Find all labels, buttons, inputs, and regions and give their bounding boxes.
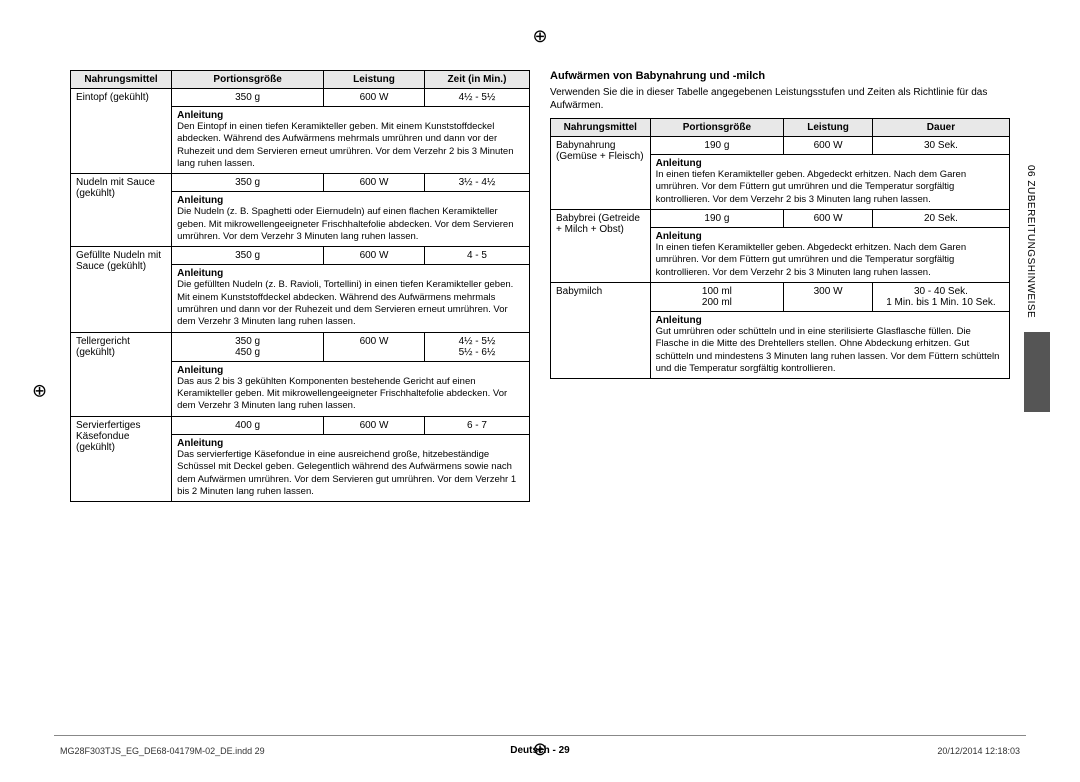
time-cell: 30 - 40 Sek.1 Min. bis 1 Min. 10 Sek. xyxy=(872,283,1009,312)
instruction-label: Anleitung xyxy=(177,438,524,449)
food-cell: Eintopf (gekühlt) xyxy=(71,89,172,174)
instruction-label: Anleitung xyxy=(177,268,524,279)
instruction-cell: AnleitungIn einen tiefen Keramikteller g… xyxy=(650,228,1009,283)
instruction-cell: AnleitungDie gefüllten Nudeln (z. B. Rav… xyxy=(172,265,530,332)
power-cell: 600 W xyxy=(324,332,425,361)
table-row: Nudeln mit Sauce (gekühlt)350 g600 W3½ -… xyxy=(71,174,530,192)
footer-file: MG28F303TJS_EG_DE68-04179M-02_DE.indd 29 xyxy=(60,746,265,756)
power-cell: 600 W xyxy=(324,416,425,434)
page-number: Deutsch - 29 xyxy=(510,745,569,756)
portion-cell: 350 g xyxy=(172,247,324,265)
portion-cell: 350 g xyxy=(172,174,324,192)
instruction-label: Anleitung xyxy=(656,315,1004,326)
instruction-cell: AnleitungDas servierfertige Käsefondue i… xyxy=(172,434,530,501)
food-cell: Nudeln mit Sauce (gekühlt) xyxy=(71,174,172,247)
food-cell: Babymilch xyxy=(551,283,651,379)
portion-cell: 190 g xyxy=(650,137,784,155)
instruction-cell: AnleitungDen Eintopf in einen tiefen Ker… xyxy=(172,107,530,174)
food-cell: Tellergericht (gekühlt) xyxy=(71,332,172,416)
food-cell: Babybrei (Getreide + Milch + Obst) xyxy=(551,210,651,283)
food-cell: Servierfertiges Käsefondue (gekühlt) xyxy=(71,416,172,501)
instruction-cell: AnleitungIn einen tiefen Keramikteller g… xyxy=(650,155,1009,210)
table-row: Servierfertiges Käsefondue (gekühlt)400 … xyxy=(71,416,530,434)
table-row: Babybrei (Getreide + Milch + Obst)190 g6… xyxy=(551,210,1010,228)
registration-mark-left: ⊕ xyxy=(32,381,47,402)
portion-cell: 400 g xyxy=(172,416,324,434)
right-table: Nahrungsmittel Portionsgröße Leistung Da… xyxy=(550,118,1010,379)
power-cell: 600 W xyxy=(324,247,425,265)
th-duration: Dauer xyxy=(872,119,1009,137)
instruction-text: Die gefüllten Nudeln (z. B. Ravioli, Tor… xyxy=(177,279,524,328)
instruction-label: Anleitung xyxy=(656,158,1004,169)
th-power: Leistung xyxy=(784,119,873,137)
instruction-label: Anleitung xyxy=(177,195,524,206)
right-heading: Aufwärmen von Babynahrung und -milch xyxy=(550,70,1010,82)
time-cell: 30 Sek. xyxy=(872,137,1009,155)
instruction-cell: AnleitungDie Nudeln (z. B. Spaghetti ode… xyxy=(172,192,530,247)
table-row: Babynahrung (Gemüse + Fleisch)190 g600 W… xyxy=(551,137,1010,155)
time-cell: 4½ - 5½5½ - 6½ xyxy=(424,332,529,361)
page-content: Nahrungsmittel Portionsgröße Leistung Ze… xyxy=(0,0,1080,782)
portion-cell: 350 g450 g xyxy=(172,332,324,361)
time-cell: 20 Sek. xyxy=(872,210,1009,228)
portion-cell: 190 g xyxy=(650,210,784,228)
table-header-row: Nahrungsmittel Portionsgröße Leistung Da… xyxy=(551,119,1010,137)
instruction-text: In einen tiefen Keramikteller geben. Abg… xyxy=(656,169,1004,206)
instruction-text: Gut umrühren oder schütteln und in eine … xyxy=(656,326,1004,375)
th-food: Nahrungsmittel xyxy=(551,119,651,137)
table-row: Babymilch100 ml200 ml300 W30 - 40 Sek.1 … xyxy=(551,283,1010,312)
time-cell: 3½ - 4½ xyxy=(424,174,529,192)
portion-cell: 100 ml200 ml xyxy=(650,283,784,312)
right-column: Aufwärmen von Babynahrung und -milch Ver… xyxy=(550,70,1010,782)
th-portion: Portionsgröße xyxy=(172,71,324,89)
power-cell: 600 W xyxy=(784,210,873,228)
footer-timestamp: 20/12/2014 12:18:03 xyxy=(937,746,1020,756)
left-column: Nahrungsmittel Portionsgröße Leistung Ze… xyxy=(70,70,530,782)
food-cell: Babynahrung (Gemüse + Fleisch) xyxy=(551,137,651,210)
instruction-label: Anleitung xyxy=(656,231,1004,242)
instruction-label: Anleitung xyxy=(177,110,524,121)
instruction-text: Die Nudeln (z. B. Spaghetti oder Eiernud… xyxy=(177,206,524,243)
th-power: Leistung xyxy=(324,71,425,89)
table-row: Tellergericht (gekühlt)350 g450 g600 W4½… xyxy=(71,332,530,361)
instruction-label: Anleitung xyxy=(177,365,524,376)
footer-divider xyxy=(54,735,1026,736)
portion-cell: 350 g xyxy=(172,89,324,107)
time-cell: 4½ - 5½ xyxy=(424,89,529,107)
th-portion: Portionsgröße xyxy=(650,119,784,137)
power-cell: 600 W xyxy=(324,89,425,107)
instruction-text: In einen tiefen Keramikteller geben. Abg… xyxy=(656,242,1004,279)
th-time: Zeit (in Min.) xyxy=(424,71,529,89)
th-food: Nahrungsmittel xyxy=(71,71,172,89)
power-cell: 600 W xyxy=(784,137,873,155)
instruction-text: Den Eintopf in einen tiefen Keramiktelle… xyxy=(177,121,524,170)
table-row: Eintopf (gekühlt)350 g600 W4½ - 5½ xyxy=(71,89,530,107)
power-cell: 300 W xyxy=(784,283,873,312)
food-cell: Gefüllte Nudeln mit Sauce (gekühlt) xyxy=(71,247,172,332)
instruction-text: Das aus 2 bis 3 gekühlten Komponenten be… xyxy=(177,376,524,413)
instruction-text: Das servierfertige Käsefondue in eine au… xyxy=(177,449,524,498)
left-table: Nahrungsmittel Portionsgröße Leistung Ze… xyxy=(70,70,530,502)
registration-mark-top: ⊕ xyxy=(532,26,547,47)
side-tab-label: 06 ZUBEREITUNGSHINWEISE xyxy=(1025,165,1036,318)
time-cell: 4 - 5 xyxy=(424,247,529,265)
table-header-row: Nahrungsmittel Portionsgröße Leistung Ze… xyxy=(71,71,530,89)
table-row: Gefüllte Nudeln mit Sauce (gekühlt)350 g… xyxy=(71,247,530,265)
instruction-cell: AnleitungGut umrühren oder schütteln und… xyxy=(650,312,1009,379)
instruction-cell: AnleitungDas aus 2 bis 3 gekühlten Kompo… xyxy=(172,361,530,416)
power-cell: 600 W xyxy=(324,174,425,192)
right-intro: Verwenden Sie die in dieser Tabelle ange… xyxy=(550,86,1010,112)
side-tab-bar xyxy=(1024,332,1050,412)
time-cell: 6 - 7 xyxy=(424,416,529,434)
